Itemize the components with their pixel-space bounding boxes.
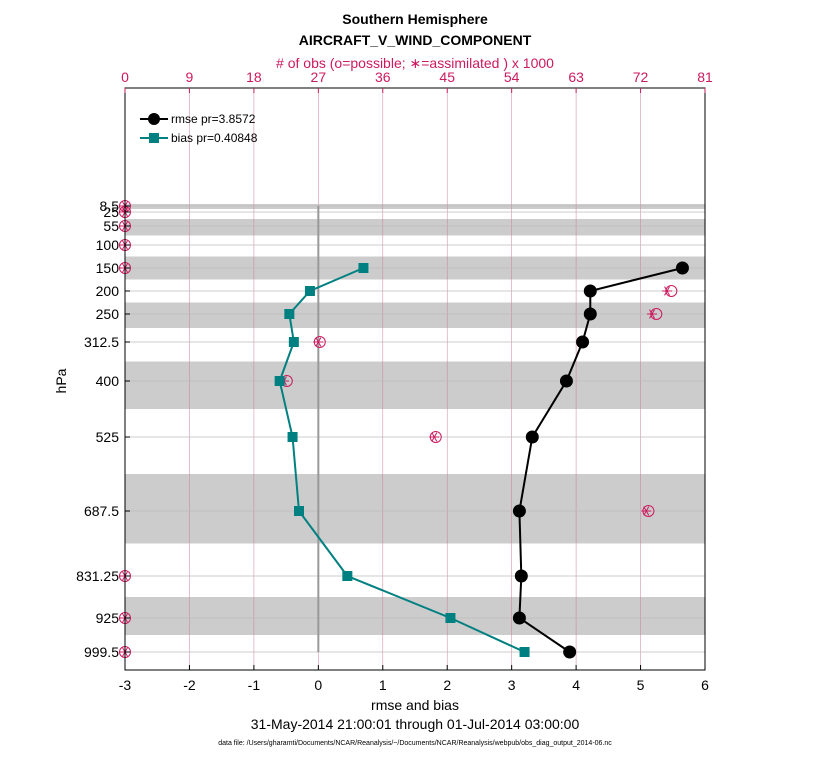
band-8.5 (125, 204, 705, 209)
y-tick-label: 831.25 (76, 568, 119, 584)
date-range: 31-May-2014 21:00:01 through 01-Jul-2014… (251, 716, 580, 732)
y-tick-label: 400 (96, 373, 120, 389)
grid (124, 88, 706, 670)
obs-assimilated-stroke (643, 506, 650, 516)
top-tick-label: 18 (246, 69, 262, 85)
legend-entry: rmse pr=3.8572 (171, 112, 256, 126)
chart-subtitle: AIRCRAFT_V_WIND_COMPONENT (299, 32, 532, 48)
series-0-point (512, 504, 526, 518)
plot-frame (124, 87, 706, 671)
x-tick-label: 3 (508, 677, 516, 693)
x-tick-label: 6 (701, 677, 709, 693)
obs-assimilated-marker (647, 309, 658, 319)
series-0-point (512, 611, 526, 625)
top-tick-label: 81 (697, 69, 713, 85)
y-tick-label: 925 (96, 610, 120, 626)
y-tick-label: 150 (96, 260, 120, 276)
band-55 (125, 219, 705, 236)
series-0-point (559, 374, 573, 388)
obs-assimilated-marker (641, 506, 652, 516)
y-axis-label: hPa (53, 368, 69, 393)
y-tick-label: 312.5 (84, 334, 119, 350)
series-1-point (287, 432, 298, 442)
data-file-footer: data file: /Users/gharamti/Documents/NCA… (218, 740, 612, 747)
y-tick-label: 200 (96, 283, 120, 299)
series-1-point (274, 376, 285, 386)
x-tick-label: -3 (119, 677, 132, 693)
top-tick-label: 45 (439, 69, 455, 85)
legend-marker (149, 133, 159, 143)
series-line-0 (518, 267, 683, 653)
obs-assimilated-stroke (649, 309, 655, 319)
x-tick-label: 1 (379, 677, 387, 693)
obs-assimilated-stroke (431, 432, 438, 442)
top-tick-label: 72 (633, 69, 649, 85)
series-1-point (294, 506, 304, 516)
y-tick-label: 250 (96, 306, 120, 322)
x-tick-label: -2 (183, 677, 196, 693)
series-0-point (675, 261, 689, 275)
axes: -3 -2 -1 0 1 2 3 4 5 60 9 18 27 36 45 54 63 72 818.5255510… (76, 69, 713, 693)
top-axis-label: # of obs (o=possible; ∗=assimilated ) x … (276, 55, 554, 71)
series-0-point (583, 307, 597, 321)
legend-marker (148, 113, 160, 125)
series-0-point (525, 430, 539, 444)
obs-assimilated-stroke (315, 337, 322, 347)
y-tick-label: 100 (96, 237, 120, 253)
series-1-point (445, 613, 456, 623)
y-tick-label: 25 (103, 204, 119, 220)
x-tick-label: 2 (443, 677, 451, 693)
band-400 (125, 361, 705, 409)
x-tick-label: -1 (248, 677, 261, 693)
band-250 (125, 302, 705, 328)
level-bands (125, 204, 705, 635)
x-tick-label: 5 (637, 677, 645, 693)
obs-assimilated-marker (662, 286, 673, 296)
band-687.5 (125, 474, 705, 544)
top-tick-label: 0 (121, 69, 129, 85)
series-1-point (519, 647, 530, 657)
top-tick-label: 9 (186, 69, 194, 85)
series-1-point (284, 309, 295, 319)
series-line-1 (278, 267, 525, 653)
x-tick-label: 0 (314, 677, 322, 693)
obs-assimilated-marker (429, 432, 440, 442)
x-tick-label: 4 (572, 677, 580, 693)
y-tick-label: 999.5 (84, 644, 119, 660)
top-tick-label: 27 (311, 69, 327, 85)
series-0-point (514, 569, 528, 583)
chart-title: Southern Hemisphere (342, 11, 488, 27)
legend: rmse pr=3.8572 bias pr=0.40848 (140, 112, 258, 145)
series-1-point (342, 571, 353, 581)
series-group (274, 261, 689, 659)
top-tick-label: 63 (568, 69, 584, 85)
x-axis-label: rmse and bias (371, 697, 459, 713)
top-tick-label: 54 (504, 69, 520, 85)
series-1-point (358, 263, 369, 273)
series-1-point (288, 337, 299, 347)
y-tick-label: 525 (96, 429, 120, 445)
series-0-point (583, 284, 597, 298)
obs-assimilated-marker (313, 337, 324, 347)
legend-entry: bias pr=0.40848 (171, 131, 258, 145)
y-tick-label: 8.5 (100, 198, 120, 214)
series-0-point (576, 335, 590, 349)
series-0-point (563, 645, 577, 659)
top-tick-label: 36 (375, 69, 391, 85)
series-1-point (304, 286, 315, 296)
obs-assimilated-stroke (664, 286, 670, 296)
y-tick-label: 55 (103, 218, 119, 234)
y-tick-label: 687.5 (84, 503, 119, 519)
